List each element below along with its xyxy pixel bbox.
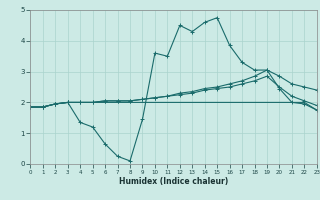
X-axis label: Humidex (Indice chaleur): Humidex (Indice chaleur): [119, 177, 228, 186]
